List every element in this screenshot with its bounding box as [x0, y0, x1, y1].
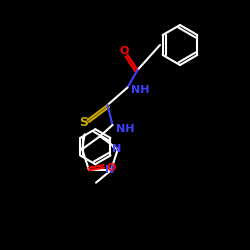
Text: NH: NH	[116, 124, 135, 134]
Text: N: N	[105, 165, 115, 175]
Text: N: N	[112, 144, 121, 154]
Text: O: O	[119, 46, 128, 56]
Text: O: O	[107, 163, 116, 173]
Text: NH: NH	[131, 85, 150, 95]
Text: S: S	[79, 116, 88, 129]
